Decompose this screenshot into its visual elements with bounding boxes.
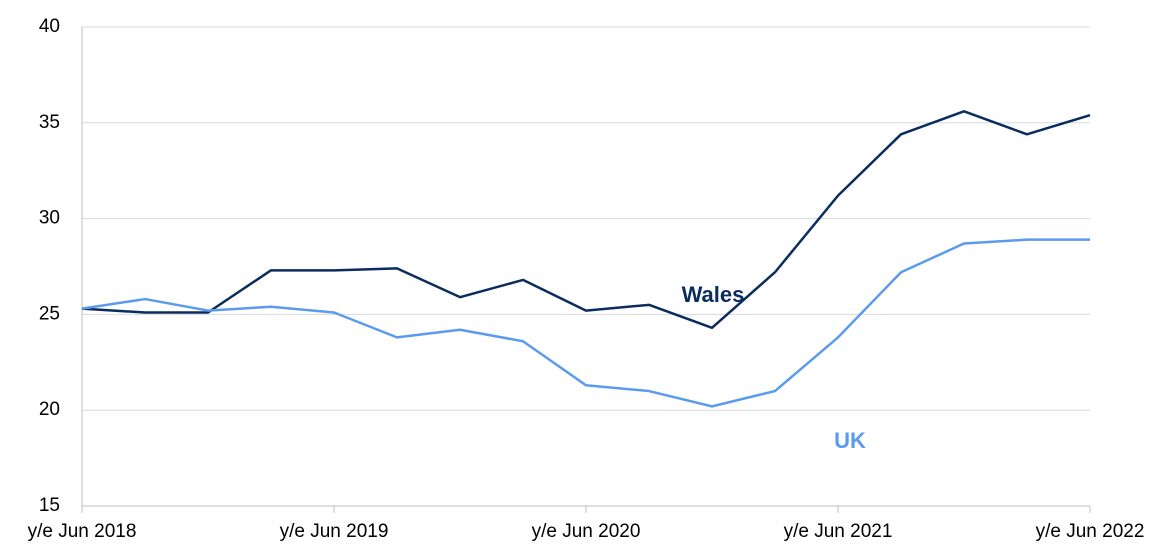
- x-tick-label: y/e Jun 2022: [1036, 521, 1145, 542]
- x-tick-label: y/e Jun 2018: [28, 521, 137, 542]
- y-tick-label: 40: [39, 16, 60, 37]
- x-tick-label: y/e Jun 2021: [784, 521, 893, 542]
- y-tick-label: 30: [39, 208, 60, 229]
- line-series: [81, 238, 1090, 408]
- y-tick-label: 15: [39, 495, 60, 516]
- x-tick-label: y/e Jun 2020: [532, 521, 641, 542]
- y-tick-label: 25: [39, 303, 60, 324]
- series-label: Wales: [682, 282, 745, 307]
- y-tick-label: 35: [39, 112, 60, 133]
- x-tick-label: y/e Jun 2019: [280, 521, 389, 542]
- series-label: UK: [834, 428, 866, 453]
- y-tick-label: 20: [39, 399, 60, 420]
- line-series: [81, 110, 1091, 330]
